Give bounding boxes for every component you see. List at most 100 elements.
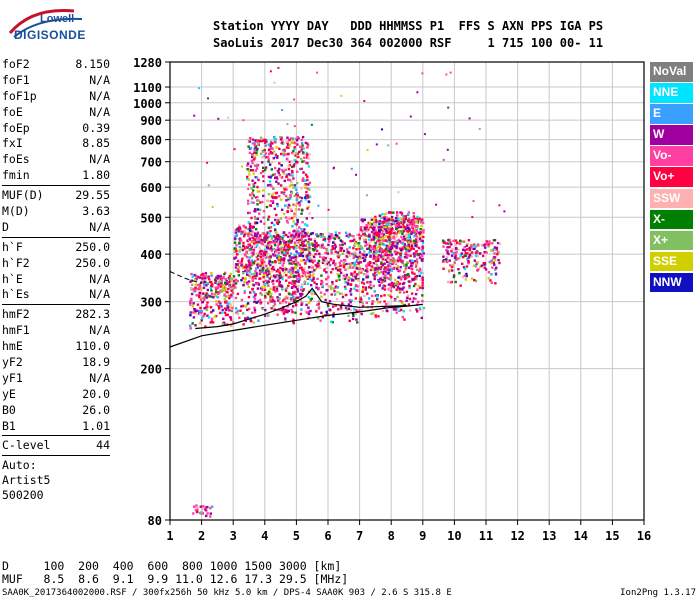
echo-point <box>399 258 402 262</box>
echo-point <box>292 140 295 143</box>
echo-point <box>452 264 455 267</box>
echo-point <box>254 196 257 199</box>
echo-point <box>244 305 248 308</box>
echo-point <box>336 251 339 254</box>
echo-point <box>286 297 289 300</box>
echo-point <box>236 227 240 230</box>
echo-point <box>332 287 335 290</box>
echo-point <box>291 267 295 270</box>
echo-point <box>299 312 303 316</box>
echo-point <box>216 295 219 299</box>
echo-point <box>391 282 395 286</box>
echo-point <box>289 296 293 300</box>
echo-point <box>234 266 238 269</box>
echo-point <box>375 252 378 256</box>
echo-point <box>345 308 349 311</box>
echo-point <box>403 318 406 321</box>
echo-point <box>286 196 290 200</box>
echo-point <box>226 282 229 285</box>
echo-point <box>468 117 471 120</box>
echo-point <box>251 153 254 156</box>
echo-point <box>375 264 379 267</box>
echo-point <box>422 252 425 255</box>
echo-point <box>368 286 371 289</box>
echo-point <box>407 303 411 306</box>
echo-point <box>491 266 494 269</box>
echo-point <box>248 222 252 226</box>
echo-point <box>250 187 253 190</box>
echo-point <box>344 306 348 310</box>
echo-point <box>396 224 399 227</box>
echo-point <box>237 270 240 273</box>
echo-point <box>234 286 237 289</box>
echo-point <box>384 252 387 255</box>
echo-point <box>192 287 196 291</box>
echo-point <box>267 284 270 287</box>
echo-point <box>346 283 350 286</box>
echo-point <box>230 286 233 289</box>
echo-point <box>498 242 501 245</box>
echo-point <box>385 247 388 250</box>
echo-point <box>387 221 390 224</box>
param-row: M(D) 3.63 <box>2 204 110 220</box>
parameter-panel: foF2 8.150 foF1 N/A foF1p N/A foE N/A foEp 0.39 fx… <box>2 57 110 503</box>
echo-point <box>405 255 408 258</box>
echo-point <box>407 236 410 239</box>
param-value: N/A <box>89 271 110 286</box>
echo-point <box>403 270 406 274</box>
param-row: foEp 0.39 <box>2 121 110 137</box>
echo-point <box>328 308 331 311</box>
echo-point <box>277 254 280 257</box>
echo-point <box>381 250 384 253</box>
echo-point <box>264 138 267 142</box>
echo-point <box>357 277 360 281</box>
echo-point <box>329 257 333 261</box>
echo-point <box>490 281 493 284</box>
echo-point <box>490 262 493 265</box>
echo-point <box>272 279 275 282</box>
echo-point <box>396 214 399 217</box>
echo-point <box>443 260 447 263</box>
echo-point <box>368 264 371 267</box>
echo-point <box>228 309 231 312</box>
autoscaling-line: Artist5 <box>2 473 51 488</box>
echo-point <box>406 276 409 279</box>
echo-point <box>342 262 345 265</box>
echo-point <box>294 301 297 304</box>
echo-point <box>360 271 363 274</box>
echo-point <box>265 205 269 209</box>
echo-point <box>251 241 254 244</box>
echo-point <box>408 233 411 237</box>
param-value: 20.0 <box>82 386 110 401</box>
echo-point <box>269 263 272 267</box>
echo-point <box>263 260 266 264</box>
echo-point <box>330 320 333 323</box>
echo-point <box>360 312 363 316</box>
echo-point <box>261 258 264 261</box>
echo-point <box>190 279 193 282</box>
echo-point <box>285 173 289 176</box>
echo-point <box>195 504 198 507</box>
y-tick-label: 300 <box>140 296 162 310</box>
echo-point <box>347 307 351 310</box>
echo-point <box>362 282 366 285</box>
echo-point <box>241 257 244 260</box>
echo-point <box>333 290 336 293</box>
echo-point <box>205 304 208 307</box>
echo-point <box>252 183 255 186</box>
echo-point <box>260 139 264 143</box>
echo-point <box>315 245 319 248</box>
echo-point <box>390 218 393 222</box>
param-value: N/A <box>89 370 110 385</box>
echo-point <box>278 280 281 284</box>
echo-point <box>267 302 270 305</box>
echo-point <box>265 236 269 239</box>
echo-point <box>279 198 283 201</box>
echo-point <box>263 288 267 291</box>
echo-point <box>378 237 381 240</box>
echo-point <box>402 291 406 294</box>
echo-point <box>204 294 208 297</box>
echo-point <box>292 230 295 233</box>
echo-point <box>214 290 218 293</box>
echo-point <box>377 280 381 283</box>
